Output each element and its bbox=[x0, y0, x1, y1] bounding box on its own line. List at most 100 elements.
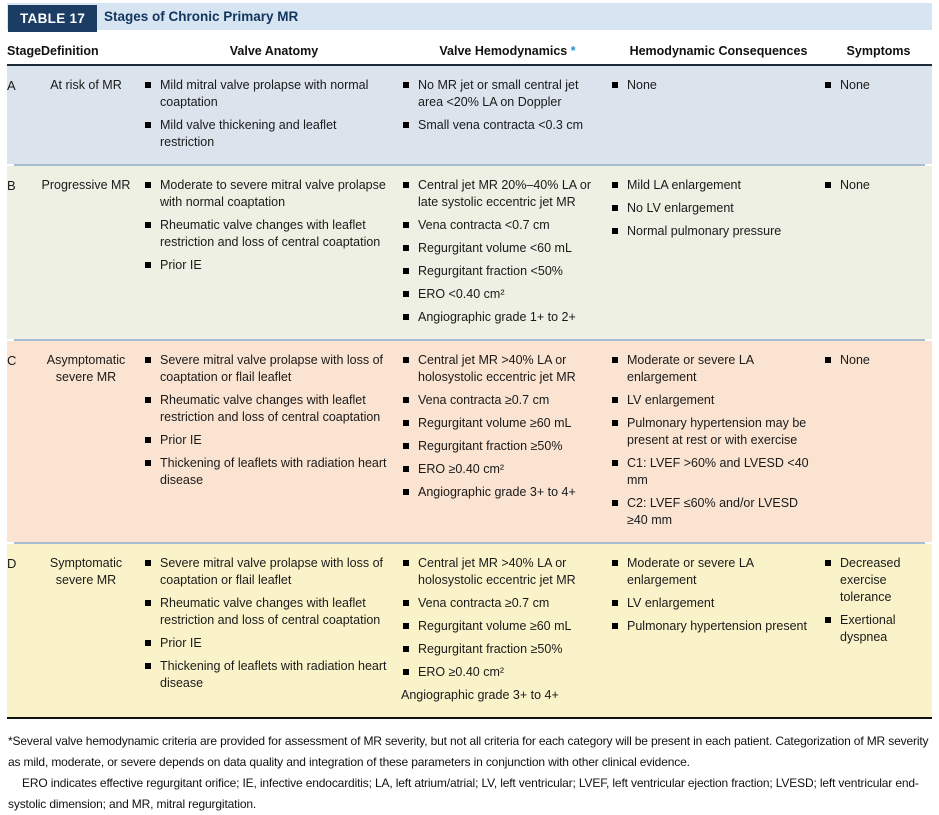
bullet-icon bbox=[145, 663, 151, 669]
list-item-text: Normal pulmonary pressure bbox=[627, 224, 782, 238]
table-row-stage-b: B Progressive MR Moderate to severe mitr… bbox=[7, 166, 932, 339]
list-item-text: Moderate to severe mitral valve prolapse… bbox=[160, 178, 386, 209]
stage-cell: A bbox=[7, 78, 16, 93]
anatomy-list: Severe mitral valve prolapse with loss o… bbox=[145, 555, 403, 704]
list-item: None bbox=[825, 177, 916, 194]
stage-cell: C bbox=[7, 353, 17, 368]
list-item: No LV enlargement bbox=[612, 200, 809, 217]
anatomy-list: Mild mitral valve prolapse with normal c… bbox=[145, 77, 403, 151]
list-item: Central jet MR 20%–40% LA or late systol… bbox=[403, 177, 596, 211]
list-item: Regurgitant volume <60 mL bbox=[403, 240, 596, 257]
list-item-text: Regurgitant fraction <50% bbox=[418, 264, 563, 278]
bullet-icon bbox=[403, 357, 409, 363]
list-item: Severe mitral valve prolapse with loss o… bbox=[145, 555, 387, 589]
bullet-icon bbox=[145, 600, 151, 606]
definition-cell: Progressive MR bbox=[41, 178, 131, 192]
bullet-icon bbox=[145, 560, 151, 566]
list-item-text: ERO ≥0.40 cm² bbox=[418, 462, 505, 476]
header-divider bbox=[7, 64, 932, 66]
hemodynamics-list: No MR jet or small central jet area <20%… bbox=[403, 77, 612, 151]
bullet-icon bbox=[403, 268, 409, 274]
definition-cell: Symptomatic severe MR bbox=[49, 556, 123, 587]
list-item: Regurgitant fraction ≥50% bbox=[403, 438, 596, 455]
list-item: Vena contracta <0.7 cm bbox=[403, 217, 596, 234]
list-item-text: Rheumatic valve changes with leaflet res… bbox=[160, 218, 381, 249]
column-header-stage: Stage bbox=[7, 44, 42, 58]
list-item-text: Regurgitant fraction ≥50% bbox=[418, 439, 563, 453]
bullet-icon bbox=[612, 600, 618, 606]
list-item-text: Pulmonary hypertension present bbox=[627, 619, 807, 633]
list-item: Vena contracta ≥0.7 cm bbox=[403, 595, 596, 612]
column-header-consequences: Hemodynamic Consequences bbox=[629, 44, 808, 58]
bullet-icon bbox=[403, 623, 409, 629]
list-item-text: Regurgitant volume ≥60 mL bbox=[418, 416, 572, 430]
table-header: TABLE 17 Stages of Chronic Primary MR bbox=[0, 0, 939, 36]
bullet-icon bbox=[145, 262, 151, 268]
bullet-icon bbox=[403, 291, 409, 297]
list-item-text: Exertional dyspnea bbox=[840, 613, 896, 644]
title-bar-background bbox=[7, 3, 932, 30]
list-item: Prior IE bbox=[145, 635, 387, 652]
bullet-icon bbox=[145, 460, 151, 466]
list-item-text: Severe mitral valve prolapse with loss o… bbox=[160, 556, 384, 587]
bullet-icon bbox=[145, 182, 151, 188]
list-item-text: Small vena contracta <0.3 cm bbox=[418, 118, 584, 132]
bullet-icon bbox=[825, 357, 831, 363]
list-item-text: Severe mitral valve prolapse with loss o… bbox=[160, 353, 384, 384]
list-item-text: Mild valve thickening and leaflet restri… bbox=[160, 118, 337, 149]
list-item-text: None bbox=[840, 78, 870, 92]
symptoms-list: Decreased exercise tolerance Exertional … bbox=[825, 555, 932, 704]
list-item-text: Central jet MR >40% LA or holosystolic e… bbox=[418, 556, 576, 587]
stage-cell: B bbox=[7, 178, 16, 193]
list-item: Prior IE bbox=[145, 257, 387, 274]
list-item: Small vena contracta <0.3 cm bbox=[403, 117, 596, 134]
list-item: Mild mitral valve prolapse with normal c… bbox=[145, 77, 387, 111]
list-item-text: Central jet MR 20%–40% LA or late systol… bbox=[418, 178, 592, 209]
bullet-icon bbox=[403, 443, 409, 449]
anatomy-list: Moderate to severe mitral valve prolapse… bbox=[145, 177, 403, 326]
list-item: Regurgitant volume ≥60 mL bbox=[403, 415, 596, 432]
list-item-text: Prior IE bbox=[160, 636, 202, 650]
bullet-icon bbox=[612, 420, 618, 426]
hemodynamics-list: Central jet MR 20%–40% LA or late systol… bbox=[403, 177, 612, 326]
list-item: Rheumatic valve changes with leaflet res… bbox=[145, 217, 387, 251]
list-item-text: Prior IE bbox=[160, 433, 202, 447]
list-item-text: C2: LVEF ≤60% and/or LVESD ≥40 mm bbox=[627, 496, 799, 527]
symptoms-list: None bbox=[825, 77, 932, 151]
list-item-text: LV enlargement bbox=[627, 393, 715, 407]
list-item-text: Rheumatic valve changes with leaflet res… bbox=[160, 596, 381, 627]
list-item: LV enlargement bbox=[612, 595, 809, 612]
list-item: Regurgitant volume ≥60 mL bbox=[403, 618, 596, 635]
table-number-badge: TABLE 17 bbox=[8, 5, 98, 32]
list-item: Pulmonary hypertension present bbox=[612, 618, 809, 635]
list-item: Angiographic grade 1+ to 2+ bbox=[403, 309, 596, 326]
column-header-row: Stage Definition Valve Anatomy Valve Hem… bbox=[0, 36, 939, 64]
list-item-text: ERO <0.40 cm² bbox=[418, 287, 505, 301]
list-item: None bbox=[612, 77, 809, 94]
list-item-text: Rheumatic valve changes with leaflet res… bbox=[160, 393, 381, 424]
list-item-text: Angiographic grade 1+ to 2+ bbox=[418, 310, 576, 324]
list-item-text: Central jet MR >40% LA or holosystolic e… bbox=[418, 353, 576, 384]
column-header-hemodynamics: Valve Hemodynamics * bbox=[403, 44, 612, 58]
list-item: Angiographic grade 3+ to 4+ bbox=[403, 484, 596, 501]
bullet-icon bbox=[403, 646, 409, 652]
list-item: Regurgitant fraction <50% bbox=[403, 263, 596, 280]
bullet-icon bbox=[403, 489, 409, 495]
list-item: Rheumatic valve changes with leaflet res… bbox=[145, 595, 387, 629]
bullet-icon bbox=[612, 560, 618, 566]
list-item: Pulmonary hypertension may be present at… bbox=[612, 415, 809, 449]
bullet-icon bbox=[403, 600, 409, 606]
list-item-text: Angiographic grade 3+ to 4+ bbox=[418, 485, 576, 499]
list-item: Decreased exercise tolerance bbox=[825, 555, 916, 606]
bullet-icon bbox=[403, 122, 409, 128]
list-item-text: Pulmonary hypertension may be present at… bbox=[627, 416, 807, 447]
bullet-icon bbox=[825, 560, 831, 566]
list-item-text: Vena contracta ≥0.7 cm bbox=[418, 596, 550, 610]
consequences-list: Moderate or severe LA enlargement LV enl… bbox=[612, 352, 825, 529]
bullet-icon bbox=[403, 314, 409, 320]
footnote-abbreviations: ERO indicates effective regurgitant orif… bbox=[8, 776, 919, 811]
bullet-icon bbox=[403, 245, 409, 251]
symptoms-list: None bbox=[825, 177, 932, 326]
list-item: Thickening of leaflets with radiation he… bbox=[145, 658, 387, 692]
